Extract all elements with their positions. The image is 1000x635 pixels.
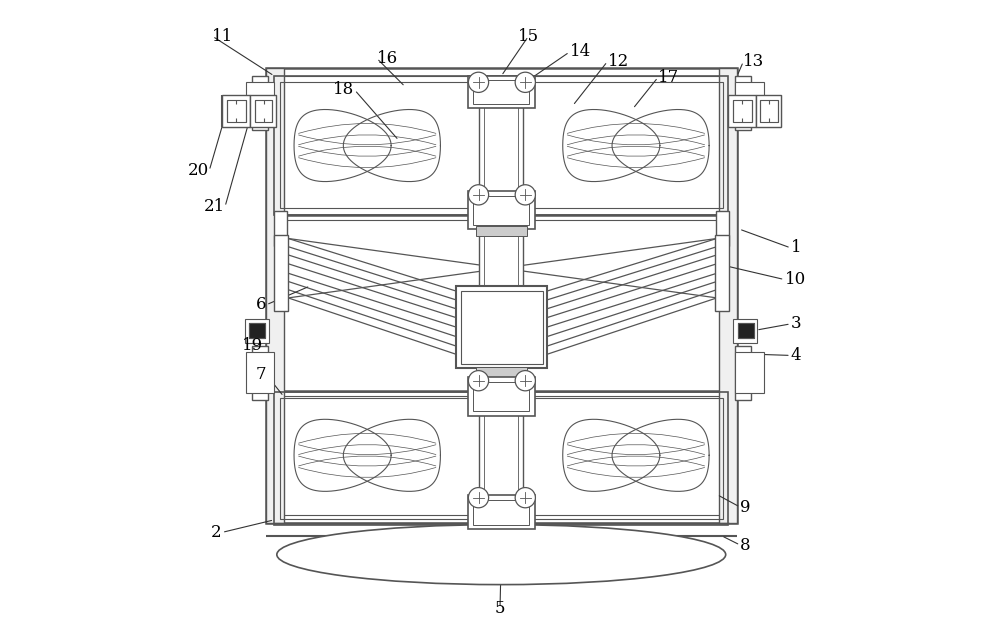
Text: 4: 4 <box>791 347 801 364</box>
Bar <box>473 500 529 525</box>
Bar <box>476 367 527 377</box>
Bar <box>733 319 757 343</box>
Bar <box>735 352 764 393</box>
Circle shape <box>515 371 535 391</box>
Bar <box>715 236 729 311</box>
Bar <box>728 95 756 126</box>
Text: 15: 15 <box>518 28 539 44</box>
Bar <box>473 382 529 411</box>
Bar <box>252 346 268 399</box>
Circle shape <box>515 185 535 205</box>
Text: 20: 20 <box>188 163 209 179</box>
Text: 10: 10 <box>784 271 806 288</box>
Bar <box>222 95 250 126</box>
Text: 3: 3 <box>791 316 801 332</box>
Bar <box>735 83 764 123</box>
Text: 6: 6 <box>256 297 266 313</box>
Bar <box>468 191 535 229</box>
Bar <box>274 392 728 525</box>
Circle shape <box>468 371 489 391</box>
Text: 19: 19 <box>242 337 263 354</box>
Bar <box>716 211 729 246</box>
Bar <box>738 323 754 338</box>
Bar <box>479 82 523 537</box>
Bar <box>476 226 527 236</box>
Bar <box>760 100 778 121</box>
Text: 9: 9 <box>740 498 751 516</box>
Text: 12: 12 <box>607 53 629 70</box>
Bar <box>468 495 535 530</box>
Text: 5: 5 <box>495 600 505 617</box>
Bar <box>274 236 288 311</box>
Bar <box>735 346 751 399</box>
Circle shape <box>515 488 535 508</box>
Bar <box>245 319 269 343</box>
Bar <box>280 398 723 519</box>
Text: 13: 13 <box>743 53 765 70</box>
Bar <box>719 68 737 523</box>
Text: 17: 17 <box>658 69 679 86</box>
Bar <box>735 76 751 130</box>
Text: 18: 18 <box>333 81 355 98</box>
Text: 14: 14 <box>570 43 591 60</box>
Bar <box>473 196 529 225</box>
Bar <box>250 95 276 126</box>
Bar <box>280 82 723 208</box>
Bar <box>274 76 728 215</box>
Bar <box>249 323 265 338</box>
Bar <box>274 211 287 246</box>
Text: 1: 1 <box>791 239 801 257</box>
Bar <box>461 291 543 364</box>
Circle shape <box>468 488 489 508</box>
Bar <box>738 323 754 338</box>
Text: 8: 8 <box>740 537 751 554</box>
Bar <box>468 76 535 107</box>
Bar <box>249 323 265 338</box>
Circle shape <box>468 72 489 93</box>
Bar <box>255 100 272 121</box>
Text: 2: 2 <box>211 524 222 541</box>
Text: 16: 16 <box>377 50 398 67</box>
Bar <box>274 76 728 516</box>
Circle shape <box>515 72 535 93</box>
Text: 7: 7 <box>255 366 266 383</box>
Ellipse shape <box>277 525 726 585</box>
Bar <box>246 83 274 123</box>
Text: 11: 11 <box>212 28 234 44</box>
Text: 21: 21 <box>204 198 225 215</box>
Bar <box>756 95 781 126</box>
Bar <box>468 377 535 416</box>
Bar <box>252 76 268 130</box>
Bar <box>733 100 752 121</box>
Circle shape <box>468 185 489 205</box>
Bar <box>266 68 737 523</box>
Bar <box>456 286 547 368</box>
Bar <box>266 68 284 523</box>
Bar <box>484 86 518 532</box>
Bar <box>246 352 274 393</box>
Bar <box>473 81 529 104</box>
Bar <box>227 100 246 121</box>
